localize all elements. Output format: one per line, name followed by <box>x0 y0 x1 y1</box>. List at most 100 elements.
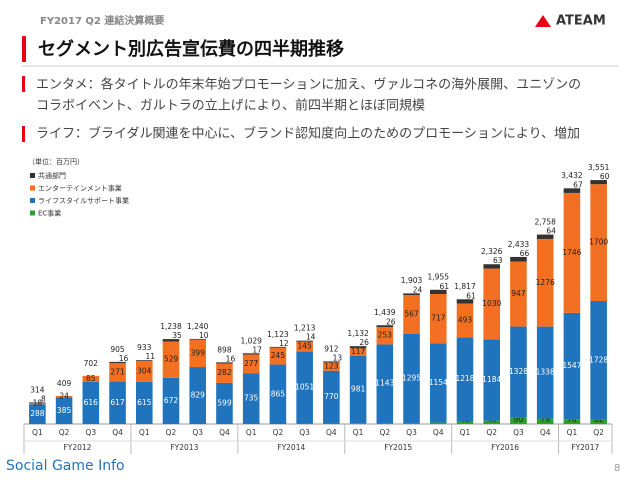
x-tick-label: Q4 <box>540 428 551 437</box>
total-label: 912 <box>324 344 339 353</box>
bar-segment <box>162 377 180 424</box>
bar-segment <box>510 326 527 418</box>
total-label: 1,817 <box>454 282 476 291</box>
bar-segment <box>536 234 554 239</box>
legend-swatch <box>30 210 35 216</box>
total-label: 1,240 <box>187 322 209 331</box>
total-label: 905 <box>110 345 125 354</box>
segment-label: 770 <box>324 392 339 401</box>
total-label: 314 <box>30 385 45 394</box>
segment-label: 277 <box>244 359 259 368</box>
segment-label: 117 <box>351 347 366 356</box>
x-tick-label: Q2 <box>166 428 177 437</box>
segment-label: 271 <box>110 367 125 376</box>
segment-label: 253 <box>378 331 393 340</box>
segment-label: 1143 <box>375 379 394 388</box>
segment-label: 385 <box>57 406 72 415</box>
legend-swatch <box>30 185 35 191</box>
total-label: 1,238 <box>160 322 182 331</box>
group-label: FY2015 <box>384 443 412 452</box>
segment-label: 13 <box>333 353 343 362</box>
x-tick-label: Q2 <box>379 428 390 437</box>
segment-label: 672 <box>164 396 179 405</box>
segment-label: 1154 <box>429 378 448 387</box>
segment-label: 85 <box>86 374 96 383</box>
x-tick-label: Q2 <box>59 428 70 437</box>
segment-label: 288 <box>30 409 45 418</box>
segment-label: 981 <box>351 385 366 394</box>
legend-label: EC事業 <box>38 209 61 218</box>
x-tick-label: Q2 <box>486 428 497 437</box>
bar-segment <box>216 362 233 364</box>
bar-segment <box>162 341 180 378</box>
x-tick-label: Q4 <box>433 428 444 437</box>
bar-segment <box>135 381 153 424</box>
bar-segment <box>403 422 420 424</box>
x-tick-label: Q1 <box>32 428 43 437</box>
segment-label: 1051 <box>295 383 314 392</box>
bar-segment <box>269 364 287 424</box>
segment-label: 26 <box>359 338 369 347</box>
segment-label: 1295 <box>402 373 421 382</box>
bullet-mark <box>22 76 25 92</box>
bar-segment <box>563 419 581 424</box>
segment-label: 12 <box>279 339 289 348</box>
bar-segment <box>590 180 607 185</box>
bar-segment <box>590 419 607 424</box>
title-accent <box>22 36 26 62</box>
bar-segment <box>269 346 287 348</box>
bar-segment <box>349 346 367 348</box>
bar-segment <box>376 422 394 424</box>
segment-label: 617 <box>110 398 125 407</box>
bar-segment <box>349 355 367 424</box>
bar-segment <box>296 351 313 424</box>
total-label: 1,955 <box>428 273 450 282</box>
bar-segment <box>563 312 581 420</box>
logo-mark <box>535 15 551 27</box>
bar-segment <box>456 299 474 304</box>
bar-segment <box>189 338 207 340</box>
bar-segment <box>242 353 260 355</box>
bar-segment <box>536 238 554 327</box>
group-label: FY2012 <box>63 443 91 452</box>
total-label: 1,213 <box>294 324 316 333</box>
bar-segment <box>349 423 367 424</box>
bar-segment <box>590 301 607 420</box>
segment-label: 947 <box>511 289 526 298</box>
group-label: FY2017 <box>571 443 599 452</box>
segment-label: 1700 <box>589 238 608 247</box>
logo-text: ATEAM <box>556 14 606 29</box>
bar-segment <box>563 192 581 313</box>
total-label: 1,439 <box>374 308 396 317</box>
bar-segment <box>429 343 447 423</box>
page-number: 8 <box>614 463 620 474</box>
unit-label: （単位：百万円） <box>28 157 84 166</box>
segment-label: 529 <box>164 355 179 364</box>
bullet: エンタメ：各タイトルの年末年始プロモーションに加え、ヴァルコネの海外展開、ユニゾ… <box>36 77 581 93</box>
x-tick-label: Q3 <box>513 428 524 437</box>
bullet: ライフ：ブライダル関連を中心に、ブランド認知度向上のためのプロモーションにより、… <box>36 126 580 142</box>
bar-segment <box>323 362 340 371</box>
legend-swatch <box>30 173 35 178</box>
footer: Social Game Info <box>6 458 125 474</box>
x-tick-label: Q4 <box>219 428 230 437</box>
logo: ATEAM <box>535 14 606 29</box>
x-tick-label: Q2 <box>593 428 604 437</box>
bar-segment <box>483 339 501 421</box>
segment-label: 17 <box>252 345 262 354</box>
segment-label: 245 <box>271 351 286 360</box>
bar-segment <box>109 381 126 424</box>
bar-segment <box>323 370 340 424</box>
segment-label: 735 <box>244 394 259 403</box>
bar-segment <box>323 361 340 363</box>
segment-label: 1030 <box>482 299 501 308</box>
bar-segment <box>590 184 607 302</box>
bar-segment <box>216 382 233 424</box>
bullet-mark <box>22 126 25 142</box>
segment-label: 1218 <box>455 374 474 383</box>
segment-label: 79 <box>540 415 550 424</box>
x-tick-label: Q1 <box>246 428 257 437</box>
x-tick-label: Q1 <box>567 428 578 437</box>
total-label: 1,132 <box>347 329 369 338</box>
x-tick-label: Q3 <box>299 428 310 437</box>
